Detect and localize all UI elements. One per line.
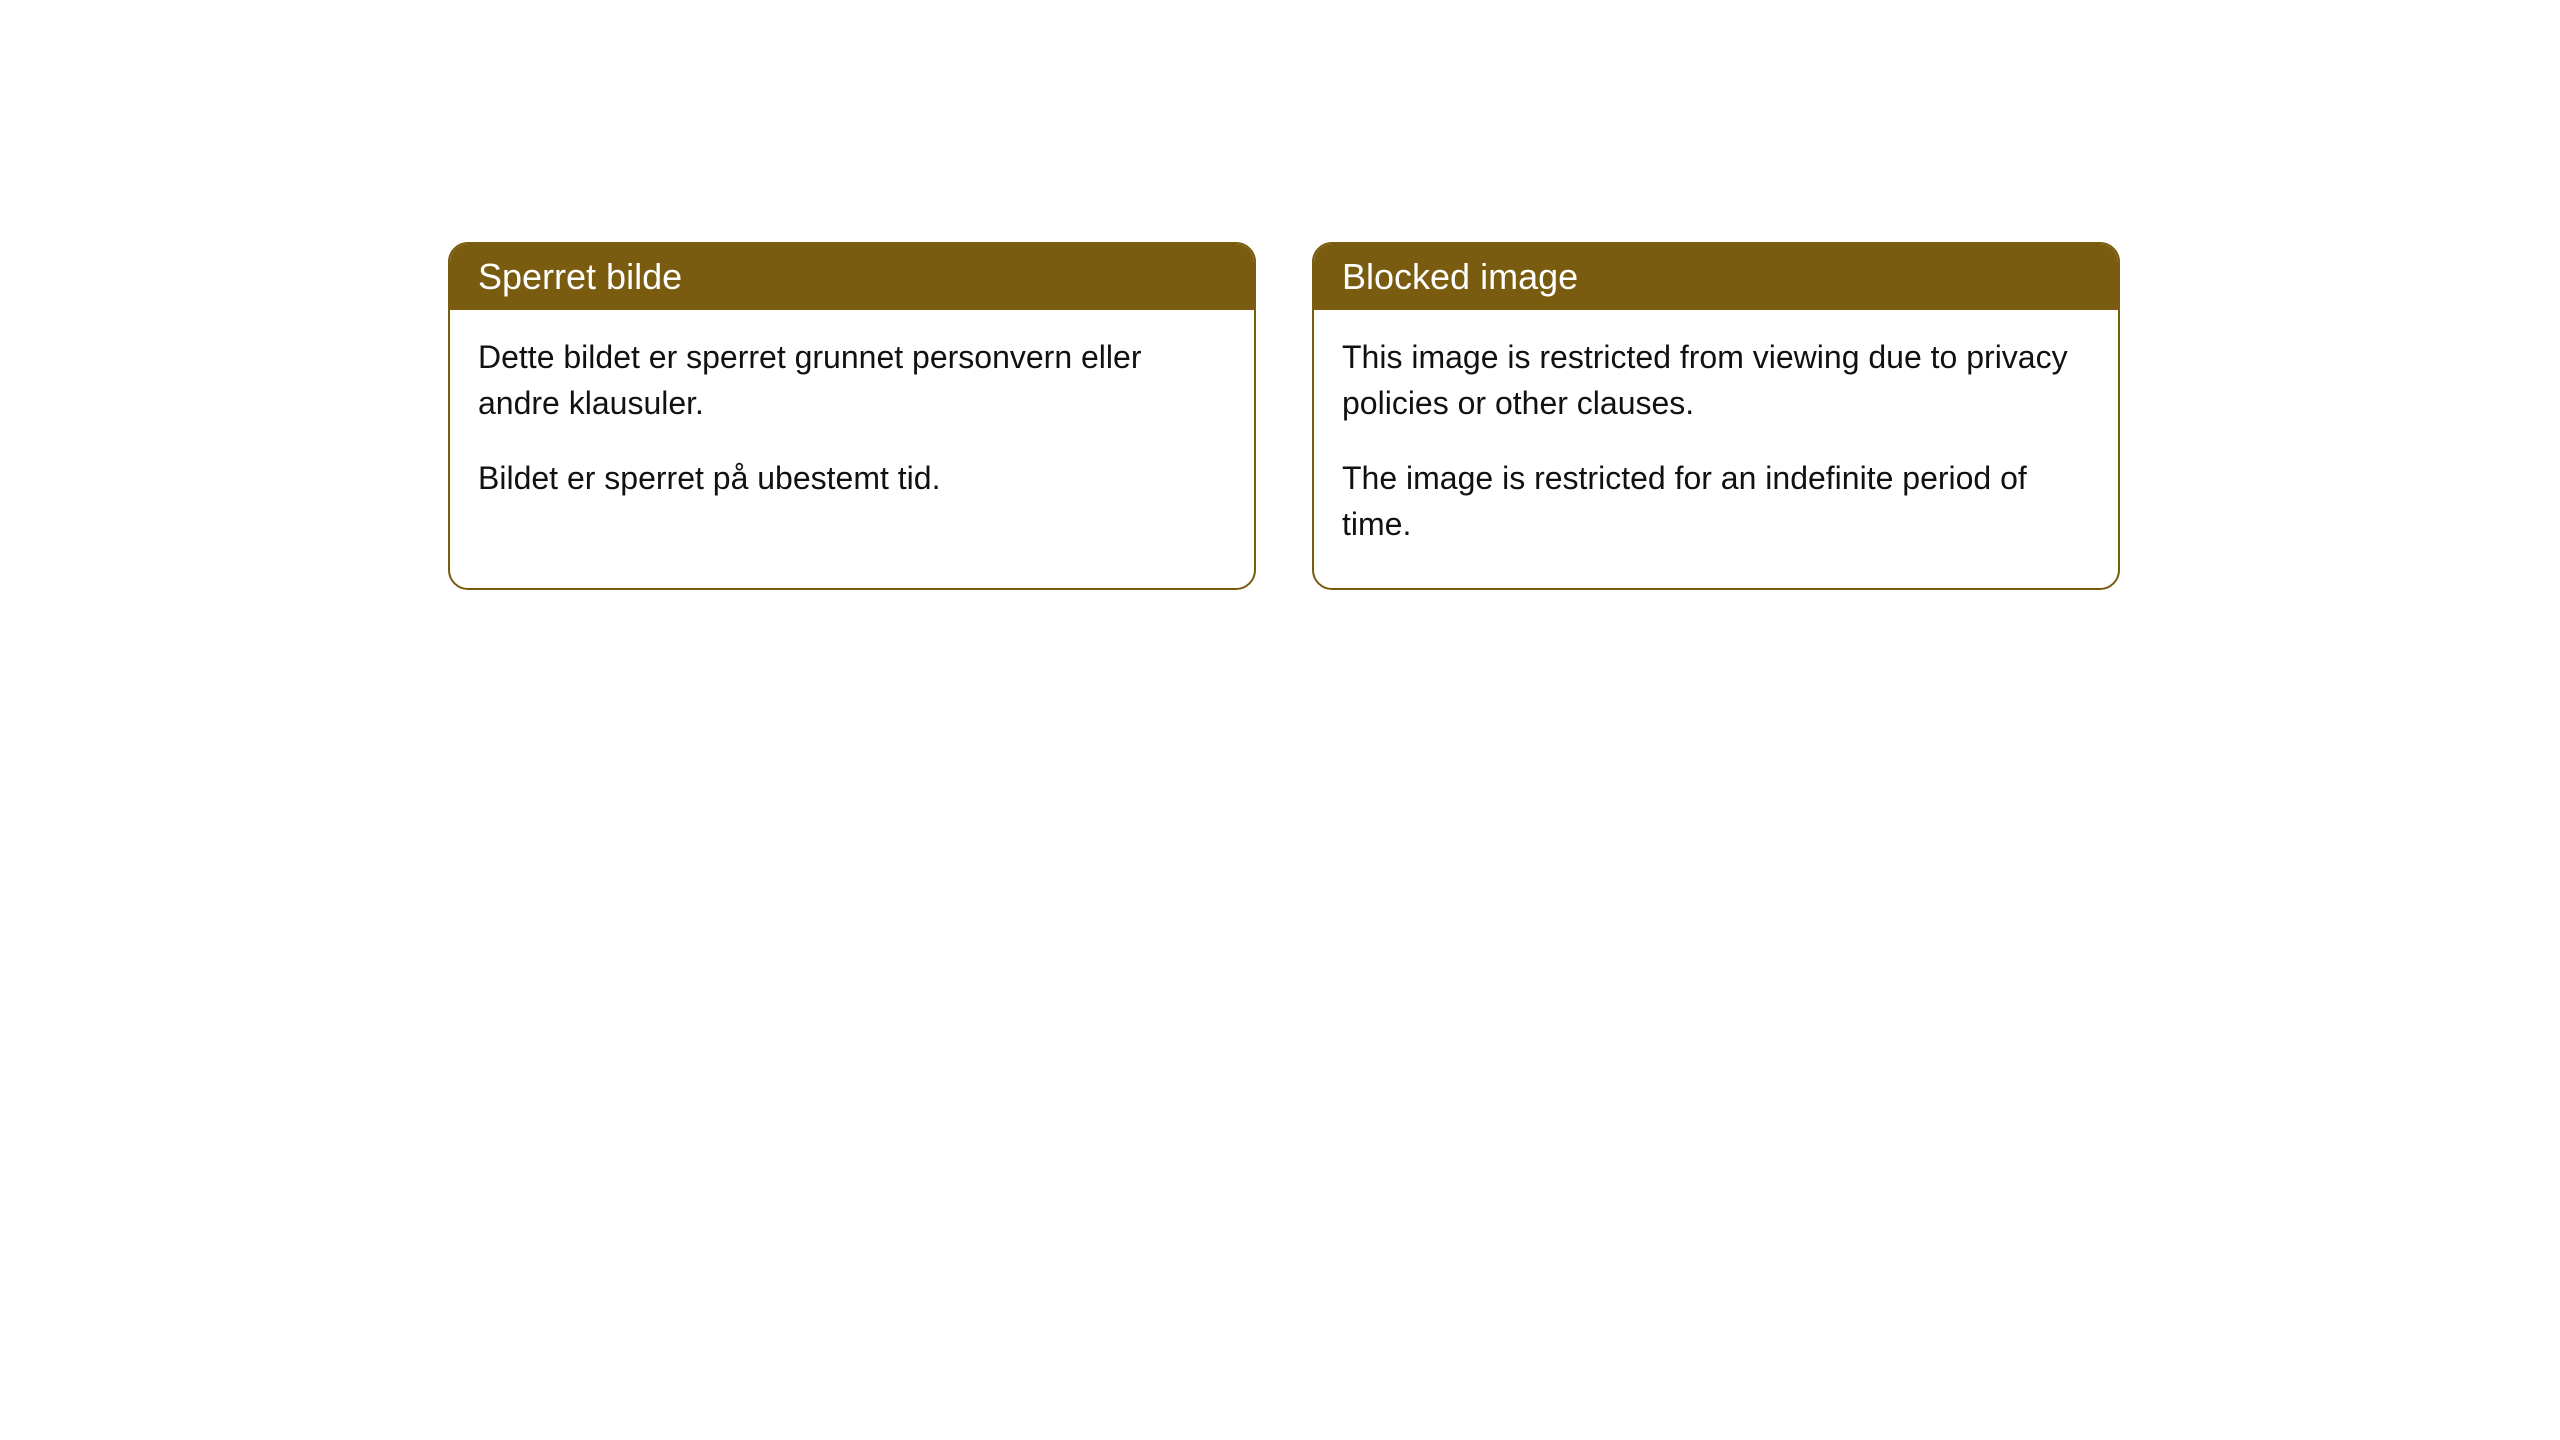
card-paragraph-2-no: Bildet er sperret på ubestemt tid.: [478, 455, 1226, 501]
card-paragraph-1-no: Dette bildet er sperret grunnet personve…: [478, 334, 1226, 427]
notice-cards-container: Sperret bilde Dette bildet er sperret gr…: [448, 242, 2120, 590]
card-header-en: Blocked image: [1314, 244, 2118, 310]
card-header-no: Sperret bilde: [450, 244, 1254, 310]
card-body-no: Dette bildet er sperret grunnet personve…: [450, 310, 1254, 541]
card-paragraph-1-en: This image is restricted from viewing du…: [1342, 334, 2090, 427]
card-body-en: This image is restricted from viewing du…: [1314, 310, 2118, 588]
card-title-en: Blocked image: [1342, 256, 1578, 297]
blocked-image-card-no: Sperret bilde Dette bildet er sperret gr…: [448, 242, 1256, 590]
card-title-no: Sperret bilde: [478, 256, 682, 297]
card-paragraph-2-en: The image is restricted for an indefinit…: [1342, 455, 2090, 548]
blocked-image-card-en: Blocked image This image is restricted f…: [1312, 242, 2120, 590]
